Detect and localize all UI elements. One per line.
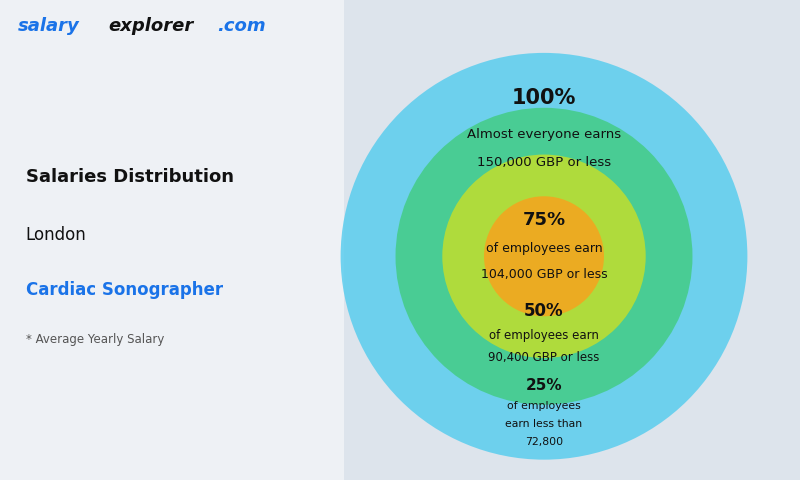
Text: 100%: 100% <box>512 88 576 108</box>
Circle shape <box>395 108 693 405</box>
Text: London: London <box>26 226 86 244</box>
Circle shape <box>442 155 646 358</box>
Circle shape <box>341 53 747 460</box>
Circle shape <box>484 196 604 316</box>
Text: 50%: 50% <box>524 302 564 320</box>
Text: 90,400 GBP or less: 90,400 GBP or less <box>488 351 600 364</box>
FancyBboxPatch shape <box>0 0 344 480</box>
Text: 75%: 75% <box>522 211 566 228</box>
Text: .com: .com <box>218 17 266 35</box>
Text: 72,800: 72,800 <box>525 437 563 447</box>
Text: of employees earn: of employees earn <box>489 329 599 342</box>
Text: * Average Yearly Salary: * Average Yearly Salary <box>26 333 164 346</box>
Text: Cardiac Sonographer: Cardiac Sonographer <box>26 281 222 299</box>
Text: explorer: explorer <box>108 17 194 35</box>
Text: earn less than: earn less than <box>506 419 582 429</box>
Text: Almost everyone earns: Almost everyone earns <box>467 128 621 141</box>
Text: 150,000 GBP or less: 150,000 GBP or less <box>477 156 611 169</box>
Text: Salaries Distribution: Salaries Distribution <box>26 168 234 186</box>
Text: of employees earn: of employees earn <box>486 241 602 254</box>
Text: 104,000 GBP or less: 104,000 GBP or less <box>481 268 607 281</box>
Text: of employees: of employees <box>507 401 581 411</box>
Text: 25%: 25% <box>526 378 562 393</box>
Text: salary: salary <box>18 17 79 35</box>
